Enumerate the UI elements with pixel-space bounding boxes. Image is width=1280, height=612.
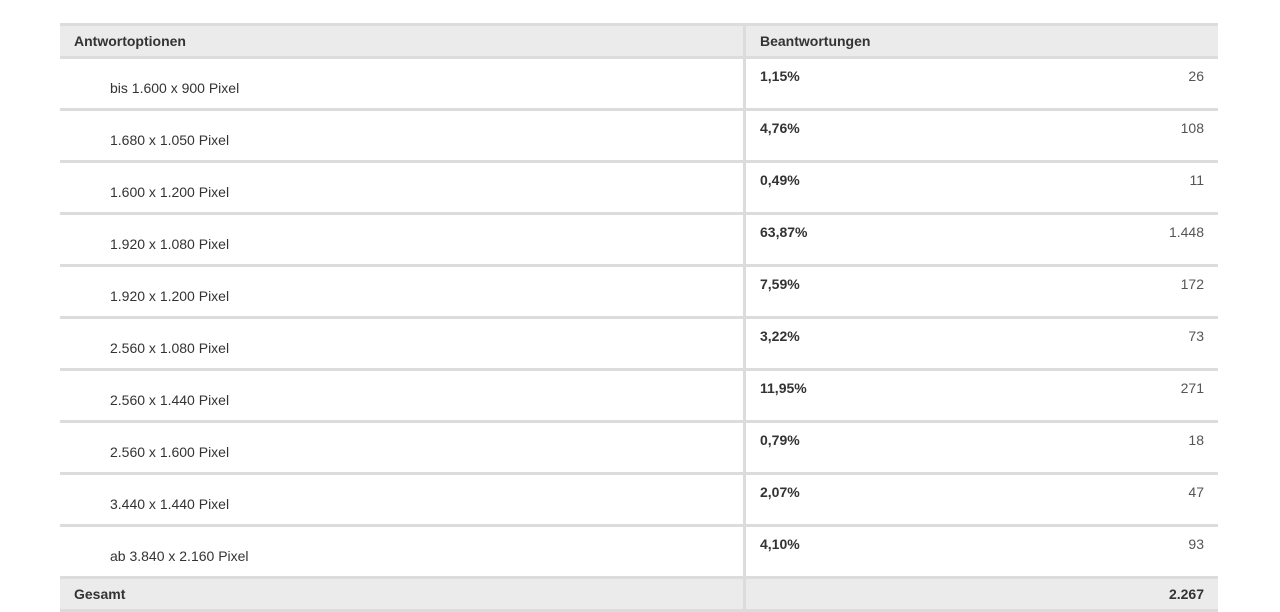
response-count: 108: [981, 108, 1218, 163]
footer-label: Gesamt: [60, 576, 746, 612]
table-row: 1.600 x 1.200 Pixel 0,49% 11: [60, 160, 1218, 215]
response-percent: 63,87%: [744, 212, 982, 267]
response-count: 47: [981, 472, 1218, 527]
header-row: Antwortoptionen Beantwortungen: [60, 23, 1218, 59]
response-percent: 0,49%: [744, 160, 982, 215]
page: Antwortoptionen Beantwortungen bis 1.600…: [60, 23, 1218, 612]
option-label: 1.920 x 1.080 Pixel: [60, 212, 746, 267]
header-cell: Beantwortungen: [744, 23, 1218, 59]
table-row: 1.920 x 1.200 Pixel 7,59% 172: [60, 264, 1218, 319]
response-count: 93: [981, 524, 1218, 579]
table-body: bis 1.600 x 900 Pixel 1,15% 26 1.680 x 1.05…: [60, 56, 1218, 579]
response-percent: 4,76%: [744, 108, 982, 163]
response-count: 73: [981, 316, 1218, 371]
response-percent: 2,07%: [744, 472, 982, 527]
response-count: 18: [981, 420, 1218, 475]
option-label: 3.440 x 1.440 Pixel: [60, 472, 746, 527]
table-row: 2.560 x 1.600 Pixel 0,79% 18: [60, 420, 1218, 475]
footer-row: Gesamt 2.267: [60, 576, 1218, 612]
option-label: bis 1.600 x 900 Pixel: [60, 56, 746, 111]
response-percent: 11,95%: [744, 368, 982, 423]
table-row: 1.920 x 1.080 Pixel 63,87% 1.448: [60, 212, 1218, 267]
response-count: 1.448: [981, 212, 1218, 267]
option-label: 2.560 x 1.600 Pixel: [60, 420, 746, 475]
table-header: Antwortoptionen Beantwortungen: [60, 23, 1218, 59]
response-percent: 4,10%: [744, 524, 982, 579]
response-percent: 3,22%: [744, 316, 982, 371]
option-label: 1.600 x 1.200 Pixel: [60, 160, 746, 215]
table-row: 3.440 x 1.440 Pixel 2,07% 47: [60, 472, 1218, 527]
table-footer: Gesamt 2.267: [60, 576, 1218, 612]
table-row: 2.560 x 1.440 Pixel 11,95% 271: [60, 368, 1218, 423]
response-count: 271: [981, 368, 1218, 423]
response-count: 26: [981, 56, 1218, 111]
option-label: 2.560 x 1.080 Pixel: [60, 316, 746, 371]
results-table-container: Antwortoptionen Beantwortungen bis 1.600…: [60, 23, 1218, 612]
table-row: 2.560 x 1.080 Pixel 3,22% 73: [60, 316, 1218, 371]
table-row: ab 3.840 x 2.160 Pixel 4,10% 93: [60, 524, 1218, 579]
results-table: Antwortoptionen Beantwortungen bis 1.600…: [60, 23, 1218, 612]
response-percent: 1,15%: [744, 56, 982, 111]
option-label: 1.920 x 1.200 Pixel: [60, 264, 746, 319]
option-label: ab 3.840 x 2.160 Pixel: [60, 524, 746, 579]
response-count: 172: [981, 264, 1218, 319]
footer-total: 2.267: [744, 576, 1218, 612]
table-row: 1.680 x 1.050 Pixel 4,76% 108: [60, 108, 1218, 163]
response-percent: 7,59%: [744, 264, 982, 319]
header-cell: Antwortoptionen: [60, 23, 746, 59]
table-row: bis 1.600 x 900 Pixel 1,15% 26: [60, 56, 1218, 111]
response-count: 11: [981, 160, 1218, 215]
response-percent: 0,79%: [744, 420, 982, 475]
option-label: 2.560 x 1.440 Pixel: [60, 368, 746, 423]
option-label: 1.680 x 1.050 Pixel: [60, 108, 746, 163]
